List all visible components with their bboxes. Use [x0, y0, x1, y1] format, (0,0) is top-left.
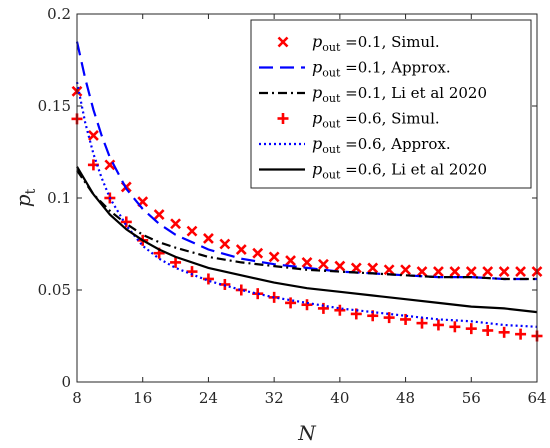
series-4-line	[75, 81, 538, 328]
data-point	[350, 262, 362, 274]
y-tick-label: 0.1	[47, 189, 71, 207]
legend-item: pout =0.6, Simul.	[277, 109, 440, 131]
legend-box	[250, 19, 532, 189]
data-point	[400, 264, 411, 276]
x-tick-label: 64	[527, 389, 546, 407]
data-point	[301, 256, 313, 268]
data-point	[120, 216, 132, 228]
data-point	[202, 273, 214, 285]
y-axis-label-subscript: t	[23, 188, 39, 194]
x-tick-label: 48	[396, 389, 415, 407]
series-0-markers	[71, 85, 543, 278]
legend-item: pout =0.6, Approx.	[259, 134, 451, 156]
data-point	[268, 251, 280, 263]
x-tick-label: 16	[133, 389, 152, 407]
data-point	[498, 326, 510, 338]
data-point	[252, 247, 264, 259]
data-point	[301, 299, 313, 311]
data-point	[449, 321, 461, 333]
data-point	[88, 130, 99, 141]
data-point	[432, 319, 444, 331]
data-point	[186, 225, 198, 237]
legend-swatch	[277, 113, 289, 124]
ticks-layer: 8 16 24 32 40 48 56 64 0 0.05 0.1 0.15 0.2	[38, 5, 547, 407]
legend-label: pout =0.1, Simul.	[312, 32, 440, 54]
y-axis-label-symbol: p	[11, 194, 35, 207]
y-axis-label: pt	[11, 188, 39, 207]
data-point	[482, 324, 494, 336]
data-point	[285, 255, 296, 266]
data-point	[515, 266, 526, 278]
legend-items: pout =0.1, Simul. pout =0.1, Approx. pout …	[259, 32, 487, 182]
data-point	[416, 317, 428, 329]
series-5-line	[76, 166, 538, 314]
legend: pout =0.1, Simul. pout =0.1, Approx. pout …	[250, 19, 532, 189]
data-point	[515, 328, 527, 340]
data-point	[285, 297, 297, 309]
data-point	[482, 266, 494, 278]
x-tick-label: 8	[72, 389, 82, 407]
x-axis-label: N	[297, 421, 317, 445]
data-point	[350, 308, 362, 320]
legend-swatch	[277, 36, 289, 48]
data-point	[170, 256, 182, 268]
data-point	[498, 266, 510, 278]
data-point	[219, 238, 231, 250]
data-point	[334, 304, 346, 316]
x-tick-label: 32	[265, 389, 284, 407]
legend-label: pout =0.6, Simul.	[312, 109, 440, 131]
data-point	[465, 323, 477, 335]
legend-label: pout =0.6, Approx.	[312, 134, 451, 156]
legend-item: pout =0.6, Li et al 2020	[259, 160, 487, 182]
data-point	[318, 258, 329, 270]
legend-item: pout =0.1, Li et al 2020	[259, 83, 487, 105]
data-point	[104, 159, 116, 171]
data-point	[383, 312, 395, 324]
y-tick-label: 0.05	[38, 281, 71, 299]
data-point	[416, 266, 428, 278]
y-tick-label: 0	[61, 373, 71, 391]
data-point	[433, 266, 444, 278]
legend-item: pout =0.1, Approx.	[259, 58, 451, 80]
data-point	[383, 264, 395, 276]
series-2-line	[76, 169, 537, 281]
data-point	[367, 262, 379, 274]
x-tick-label: 56	[462, 389, 481, 407]
y-tick-label: 0.15	[38, 97, 71, 115]
legend-label: pout =0.1, Approx.	[312, 58, 451, 80]
data-point	[465, 266, 477, 278]
data-point	[235, 244, 247, 255]
data-point	[449, 266, 461, 278]
data-point	[203, 233, 214, 244]
data-point	[170, 218, 181, 230]
legend-label: pout =0.1, Li et al 2020	[312, 83, 487, 105]
x-tick-label: 24	[199, 389, 218, 407]
y-tick-label: 0.2	[47, 5, 71, 23]
legend-item: pout =0.1, Simul.	[277, 32, 440, 54]
data-point	[334, 260, 346, 272]
legend-label: pout =0.6, Li et al 2020	[312, 160, 487, 182]
x-tick-label: 40	[330, 389, 349, 407]
data-point	[400, 313, 412, 325]
data-point	[153, 209, 165, 220]
